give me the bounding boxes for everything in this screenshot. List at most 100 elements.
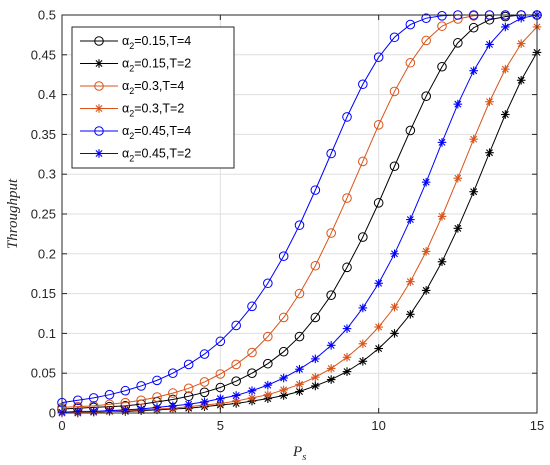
data-point [136,381,146,391]
data-point [437,138,447,147]
data-point [405,19,416,30]
data-point [247,368,257,379]
data-point [263,358,273,369]
data-point [200,397,209,407]
star-stroke [311,382,319,390]
star-stroke [280,392,288,399]
y-tick-label: 0.3 [38,167,56,182]
data-point [184,399,193,409]
data-point [294,288,305,299]
data-point [89,407,98,416]
data-point [311,372,320,382]
legend-label-rest: =0.3,T=2 [134,102,184,116]
data-point [468,22,479,33]
legend-label-sub: 2 [129,154,134,164]
data-point [390,302,399,312]
data-point [358,156,368,167]
data-point [374,344,383,353]
data-point [358,303,368,313]
star-stroke [216,395,224,403]
x-axis-label-sub: s [302,451,306,463]
data-point [358,339,368,349]
legend-label: α2=0.45,T=4 [122,124,191,141]
legend-label-main: α [122,102,129,116]
legend: α2=0.15,T=4α2=0.15,T=2α2=0.3,T=4α2=0.3,T… [71,26,235,169]
star-stroke [327,376,335,384]
star-stroke [95,150,103,157]
legend-label-main: α [122,57,129,71]
legend-label-main: α [122,147,129,161]
data-point [231,376,241,386]
data-point [105,406,114,415]
star-stroke [501,23,509,31]
star-stroke [296,380,303,388]
data-point [152,392,162,402]
data-point [136,404,146,414]
star-stroke [454,100,462,108]
data-point [374,322,383,332]
star-stroke [517,40,525,48]
data-point [421,286,431,295]
data-point [453,38,463,48]
legend-entry: α2=0.3,T=4 [80,79,184,96]
star-stroke [406,310,414,318]
data-point [326,290,336,300]
data-point [469,134,478,144]
star-stroke [311,355,319,363]
star-stroke [486,98,493,106]
data-point [279,373,288,383]
legend-label-sub: 2 [129,41,134,51]
star-stroke [406,278,414,286]
data-point [263,380,273,390]
data-point [215,382,226,393]
data-point [358,232,368,242]
y-tick-label: 0.5 [38,8,56,23]
y-tick-label: 0.25 [31,207,56,222]
star-stroke [169,402,177,410]
data-point [421,35,431,46]
data-point [311,354,320,364]
data-point [88,393,99,403]
data-point [215,369,226,379]
data-point [421,177,431,187]
data-point [469,66,478,76]
data-point [453,224,463,233]
legend-label-main: α [122,79,129,93]
data-point [215,336,226,347]
data-point [104,389,115,400]
y-tick-label: 0.1 [38,326,56,341]
star-stroke [501,111,509,118]
data-point [231,391,241,400]
star-stroke [296,388,303,395]
star-stroke [375,345,383,353]
legend-marker [94,149,104,158]
data-point [295,364,304,374]
y-tick-label: 0.15 [31,286,56,301]
legend-label: α2=0.15,T=4 [122,34,191,51]
data-point [247,301,257,312]
star-stroke [153,403,161,411]
y-tick-label: 0.2 [38,246,56,261]
star-stroke [438,138,446,146]
x-tick-label: 15 [530,418,544,433]
data-point [231,359,241,370]
legend-marker [94,104,104,113]
star-stroke [406,216,414,224]
star-stroke [343,353,351,361]
data-point [421,247,431,256]
star-stroke [95,60,103,67]
data-point [263,331,273,342]
legend-marker [94,36,104,46]
data-point [421,13,431,23]
data-point [311,381,320,391]
y-tick-label: 0.35 [31,127,56,142]
star-stroke [486,40,493,48]
data-point [453,99,463,109]
data-point [406,277,415,286]
data-point [136,395,146,406]
x-axis-label: Ps [292,444,306,463]
data-point [199,387,210,398]
star-stroke [311,373,319,381]
data-point [342,352,352,362]
